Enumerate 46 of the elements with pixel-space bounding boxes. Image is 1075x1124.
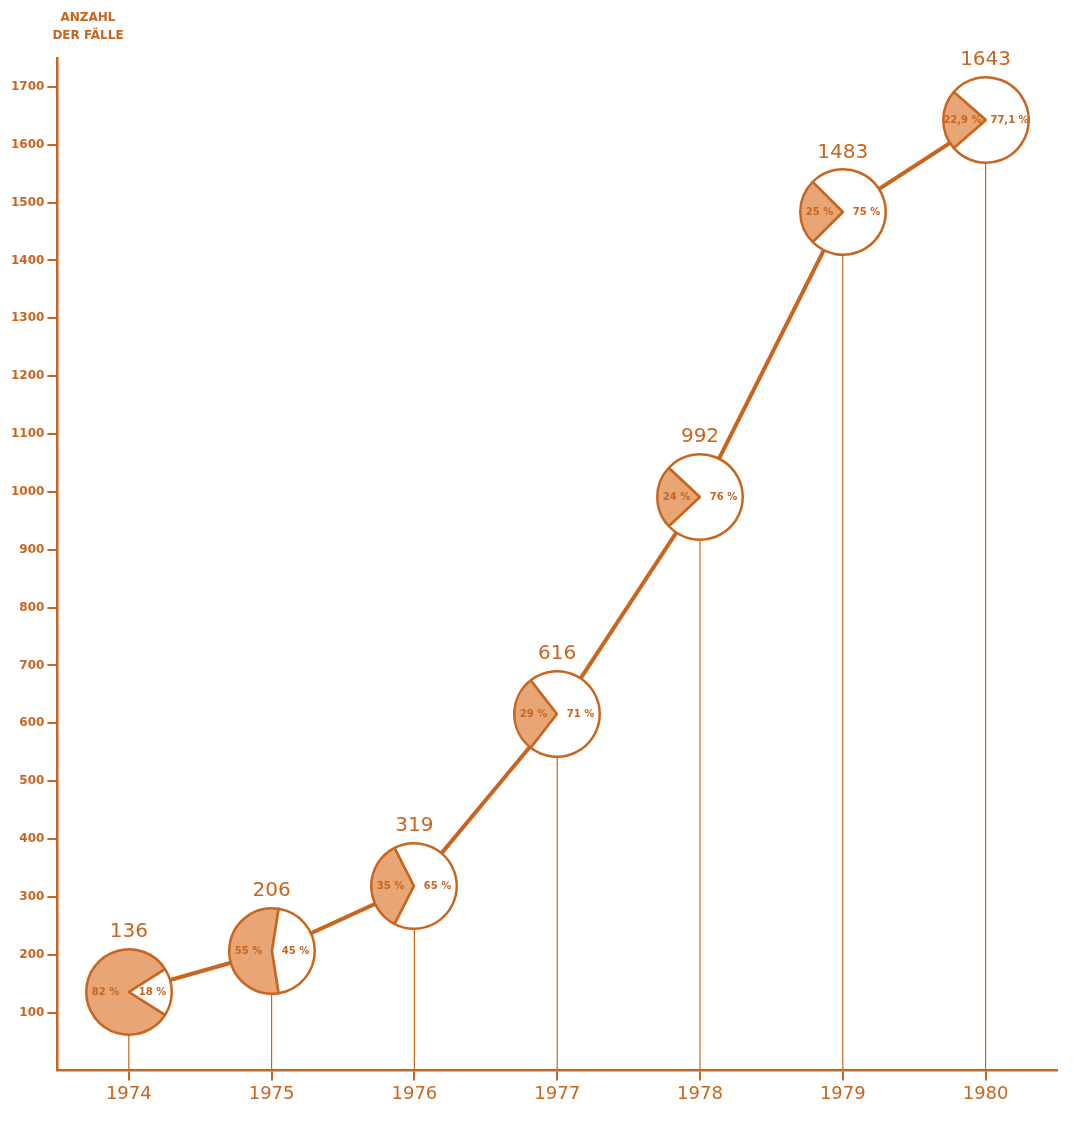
x-tick-label: 1977	[534, 1081, 581, 1103]
data-label: 77,1 %	[990, 113, 1029, 125]
data-label: 319	[395, 812, 434, 837]
data-label: 25 %	[805, 206, 833, 218]
data-label: 75 %	[852, 206, 881, 218]
data-label: 616	[538, 640, 577, 665]
data-label: 71 %	[566, 707, 595, 719]
data-label: 55 %	[234, 944, 262, 956]
y-tick-label: 200	[19, 946, 45, 961]
data-label: 24 %	[662, 490, 691, 502]
y-tick-label: 800	[19, 599, 45, 614]
x-tick-label: 1974	[105, 1081, 152, 1103]
data-label: 136	[109, 917, 148, 942]
data-label: 22,9 %	[942, 113, 982, 125]
data-label: 1483	[817, 138, 869, 163]
y-tick-label: 1300	[10, 310, 45, 325]
x-tick-label: 1976	[391, 1081, 438, 1103]
x-tick-label: 1978	[677, 1081, 723, 1103]
x-tick-label: 1975	[248, 1081, 295, 1103]
x-tick-label: 1979	[819, 1081, 866, 1103]
y-tick-label: 500	[19, 773, 45, 788]
y-tick-label: 700	[19, 657, 45, 672]
y-tick-label: 400	[19, 831, 45, 846]
y-tick-label: 1700	[10, 79, 45, 94]
data-label: 82 %	[91, 985, 119, 997]
data-label: 76 %	[709, 490, 738, 502]
data-label: 992	[680, 422, 720, 447]
y-tick-label: 100	[19, 1004, 45, 1019]
data-label: 29 %	[519, 707, 548, 719]
y-tick-label: 1500	[10, 194, 45, 209]
y-tick-label: 300	[19, 888, 45, 903]
y-tick-label: 900	[19, 541, 45, 556]
data-label: 1643	[960, 46, 1012, 71]
data-label: 18 %	[138, 985, 167, 997]
y-axis-title: ANZAHL DER FÄLLE	[51, 9, 125, 44]
data-label: 45 %	[281, 944, 309, 956]
data-label: 206	[252, 877, 291, 902]
y-tick-label: 600	[19, 715, 45, 730]
y-tick-label: 1100	[10, 426, 45, 441]
y-tick-label: 1200	[10, 368, 45, 383]
y-tick-label: 1000	[10, 484, 45, 499]
data-label: 35 %	[377, 879, 405, 891]
x-tick-label: 1980	[962, 1081, 1009, 1103]
data-label: 65 %	[424, 879, 452, 891]
y-tick-label: 1600	[10, 136, 45, 151]
y-tick-label: 1400	[10, 252, 45, 267]
